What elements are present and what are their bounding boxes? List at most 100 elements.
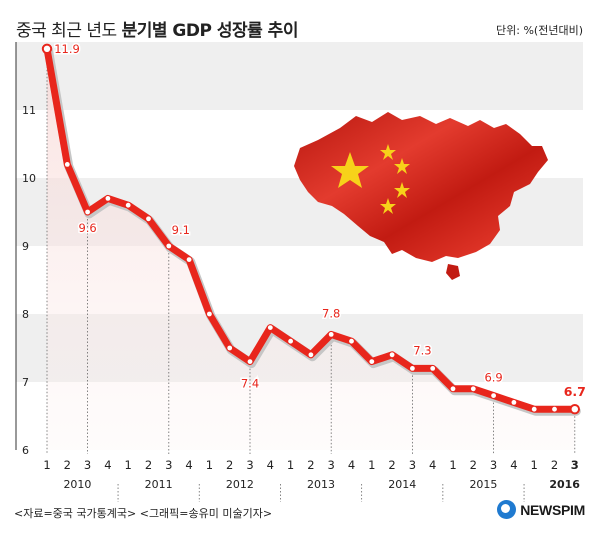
- small-star-icon: [394, 182, 410, 198]
- x-tick-label: 1: [531, 458, 538, 472]
- china-map-shape: [294, 112, 548, 262]
- data-point: [450, 386, 456, 392]
- data-point: [105, 196, 111, 201]
- dotted-guide-lines: [46, 48, 576, 502]
- x-tick-label: 4: [185, 458, 192, 472]
- x-tick-label: 2: [470, 458, 477, 472]
- band-11: [16, 42, 583, 110]
- y-tick-label: 9: [22, 240, 29, 253]
- x-tick-label: 4: [510, 458, 517, 472]
- data-label: 9.6: [78, 221, 96, 235]
- newspim-logo: NEWSPIM: [497, 500, 585, 519]
- y-tick-label: 10: [22, 172, 36, 185]
- data-point: [288, 338, 293, 344]
- x-tick-label: 2: [388, 458, 395, 472]
- data-points: [41, 43, 580, 415]
- y-tick-label: 7: [22, 376, 29, 389]
- data-point: [227, 345, 233, 351]
- data-point: [369, 359, 375, 364]
- x-tick-label: 1: [287, 458, 294, 472]
- x-tick-label: 3: [490, 458, 497, 472]
- small-star-icon: [380, 144, 396, 160]
- data-point: [430, 366, 436, 371]
- x-tick-label: 2: [226, 458, 233, 472]
- x-tick-label: 2: [551, 458, 558, 472]
- year-label: 2015: [469, 478, 497, 491]
- x-tick-label: 3: [165, 458, 172, 472]
- data-label: 7.3: [413, 343, 431, 357]
- x-tick-label: 3: [571, 458, 579, 472]
- title-light-part: 중국 최근 년도: [16, 21, 122, 41]
- data-point: [491, 393, 496, 398]
- x-tick-label: 4: [429, 458, 436, 472]
- data-point: [267, 325, 273, 330]
- y-tick-label: 11: [22, 104, 36, 117]
- china-map-illustration: [294, 112, 548, 280]
- data-label: 6.7: [564, 384, 586, 399]
- data-label: 6.9: [484, 371, 502, 385]
- x-tick-label: 2: [307, 458, 314, 472]
- data-point: [389, 352, 395, 358]
- source-credit: <자료=중국 국가통계국> <그래픽=송유미 미술기자>: [14, 507, 273, 520]
- title-bold-part: 분기별 GDP 성장률 추이: [121, 21, 299, 41]
- x-tick-label: 4: [104, 458, 111, 472]
- x-tick-label: 1: [368, 458, 375, 472]
- data-point: [41, 43, 53, 54]
- y-tick-label: 6: [22, 444, 29, 457]
- data-point: [186, 257, 192, 262]
- small-star-icon: [380, 198, 396, 214]
- data-point: [531, 406, 537, 412]
- y-axis: 6 7 8 9 10 11: [15, 42, 36, 457]
- year-label: 2014: [388, 478, 416, 491]
- data-point: [64, 162, 70, 167]
- chart-title: 중국 최근 년도 분기별 GDP 성장률 추이: [16, 16, 298, 41]
- x-tick-label: 2: [145, 458, 152, 472]
- year-label: 2013: [307, 478, 335, 491]
- data-point: [328, 332, 334, 337]
- logo-icon: [497, 500, 517, 519]
- y-tick-label: 8: [22, 308, 29, 321]
- x-tick-label: 3: [328, 458, 335, 472]
- data-point: [552, 406, 557, 412]
- year-label: 2010: [63, 478, 91, 491]
- x-tick-label: 1: [43, 458, 50, 472]
- data-point: [85, 209, 90, 215]
- data-point: [308, 352, 314, 358]
- data-label: 7.4: [241, 377, 259, 391]
- logo-text: NEWSPIM: [520, 501, 585, 518]
- x-tick-label: 4: [267, 458, 274, 472]
- year-label: 2012: [226, 478, 254, 491]
- data-point: [125, 202, 131, 208]
- x-tick-label: 4: [348, 458, 355, 472]
- small-star-icon: [394, 158, 410, 174]
- big-star-icon: [331, 152, 369, 188]
- data-point: [207, 311, 212, 317]
- data-label: 7.8: [322, 306, 340, 320]
- data-label: 9.1: [172, 223, 190, 237]
- area-fill: [47, 48, 575, 451]
- data-point: [349, 338, 354, 344]
- china-island-shape: [446, 264, 460, 280]
- area-under-line: [47, 48, 575, 451]
- data-point: [569, 404, 580, 415]
- x-tick-label: 3: [409, 458, 416, 472]
- data-point: [410, 366, 415, 371]
- x-tick-label: 2: [64, 458, 71, 472]
- x-tick-label: 1: [125, 458, 132, 472]
- data-point: [470, 386, 476, 392]
- year-label: 2011: [145, 478, 173, 491]
- x-tick-label: 3: [246, 458, 253, 472]
- data-point: [247, 359, 253, 364]
- data-point: [511, 400, 517, 405]
- data-point: [166, 243, 172, 249]
- data-label: 11.9: [54, 42, 80, 56]
- data-labels: 11.9 9.6 9.1 7.4 7.8 7.3 6.9 6.7: [53, 40, 588, 400]
- x-tick-label: 1: [449, 458, 456, 472]
- year-label: 2016: [549, 478, 580, 491]
- data-point: [146, 216, 151, 222]
- x-tick-label: 3: [84, 458, 91, 472]
- unit-label: 단위: %(전년대비): [496, 24, 583, 37]
